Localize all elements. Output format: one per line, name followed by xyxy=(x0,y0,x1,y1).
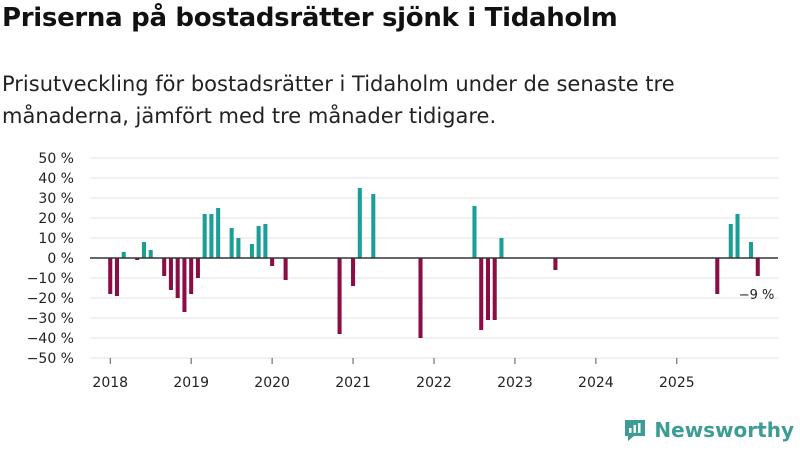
bar xyxy=(735,214,740,258)
annotations: −9 % xyxy=(739,288,775,303)
bar xyxy=(114,258,120,296)
bar xyxy=(499,238,504,258)
bar xyxy=(371,194,376,258)
brand-name: Newsworthy xyxy=(654,418,794,442)
bar xyxy=(148,250,153,258)
bar xyxy=(162,258,167,276)
x-tick-label: 2019 xyxy=(173,375,209,391)
bar xyxy=(283,258,288,280)
bar xyxy=(135,258,140,260)
bar xyxy=(141,242,146,258)
y-tick-label: 0 % xyxy=(47,251,74,267)
bar xyxy=(216,208,221,258)
y-tick-label: −10 % xyxy=(27,271,74,287)
x-tick-label: 2021 xyxy=(335,375,371,391)
bar xyxy=(256,226,261,258)
bar xyxy=(108,258,113,294)
bar xyxy=(175,258,180,298)
y-tick-label: 40 % xyxy=(38,171,74,187)
y-tick-label: −30 % xyxy=(27,311,74,327)
x-tick-label: 2023 xyxy=(497,375,533,391)
bar xyxy=(209,214,214,258)
y-axis-labels: 50 % 40 % 30 % 20 % 10 % 0 % −10 % −20 % −30 % −4… xyxy=(27,151,74,367)
bar xyxy=(472,206,477,258)
bar xyxy=(236,238,241,258)
y-tick-label: 50 % xyxy=(38,151,74,167)
y-tick-label: −50 % xyxy=(27,351,74,367)
y-tick-label: 10 % xyxy=(38,231,74,247)
annotation-label: −9 % xyxy=(739,288,775,303)
bar xyxy=(351,258,356,286)
bar xyxy=(357,188,362,258)
bar xyxy=(553,258,558,270)
bar-chart: 50 % 40 % 30 % 20 % 10 % 0 % −10 % −20 % −30 % −4… xyxy=(27,151,778,391)
bar xyxy=(270,258,275,266)
bar xyxy=(263,224,268,258)
newsworthy-logo-icon xyxy=(625,420,646,441)
bar xyxy=(168,258,173,290)
brand-logo: Newsworthy xyxy=(622,416,794,444)
bar xyxy=(715,258,720,294)
bar xyxy=(337,258,342,334)
bar xyxy=(195,258,200,278)
bar xyxy=(121,252,126,258)
bar xyxy=(189,258,194,294)
x-tick-label: 2022 xyxy=(416,375,452,391)
x-axis: 2018 2019 2020 2021 2022 2023 2024 2025 xyxy=(92,358,695,391)
bar xyxy=(479,258,484,330)
bar xyxy=(748,242,754,258)
bar xyxy=(229,228,234,258)
x-tick-label: 2020 xyxy=(254,375,290,391)
bar xyxy=(728,224,733,258)
x-tick-label: 2025 xyxy=(659,375,695,391)
bars xyxy=(108,188,760,338)
y-tick-label: 30 % xyxy=(38,191,74,207)
x-tick-label: 2018 xyxy=(92,375,128,391)
bar xyxy=(202,214,207,258)
bar xyxy=(485,258,490,320)
y-tick-label: −20 % xyxy=(27,291,74,307)
chart-title: Priserna på bostadsrätter sjönk i Tidaho… xyxy=(2,3,618,33)
y-tick-label: −40 % xyxy=(27,331,74,347)
x-tick-label: 2024 xyxy=(578,375,614,391)
bar xyxy=(182,258,187,312)
bar xyxy=(249,244,254,258)
y-tick-label: 20 % xyxy=(38,211,74,227)
bar xyxy=(418,258,423,338)
bar xyxy=(755,258,760,276)
chart-subtitle: Prisutveckling för bostadsrätter i Tidah… xyxy=(2,72,675,128)
bar xyxy=(492,258,497,320)
